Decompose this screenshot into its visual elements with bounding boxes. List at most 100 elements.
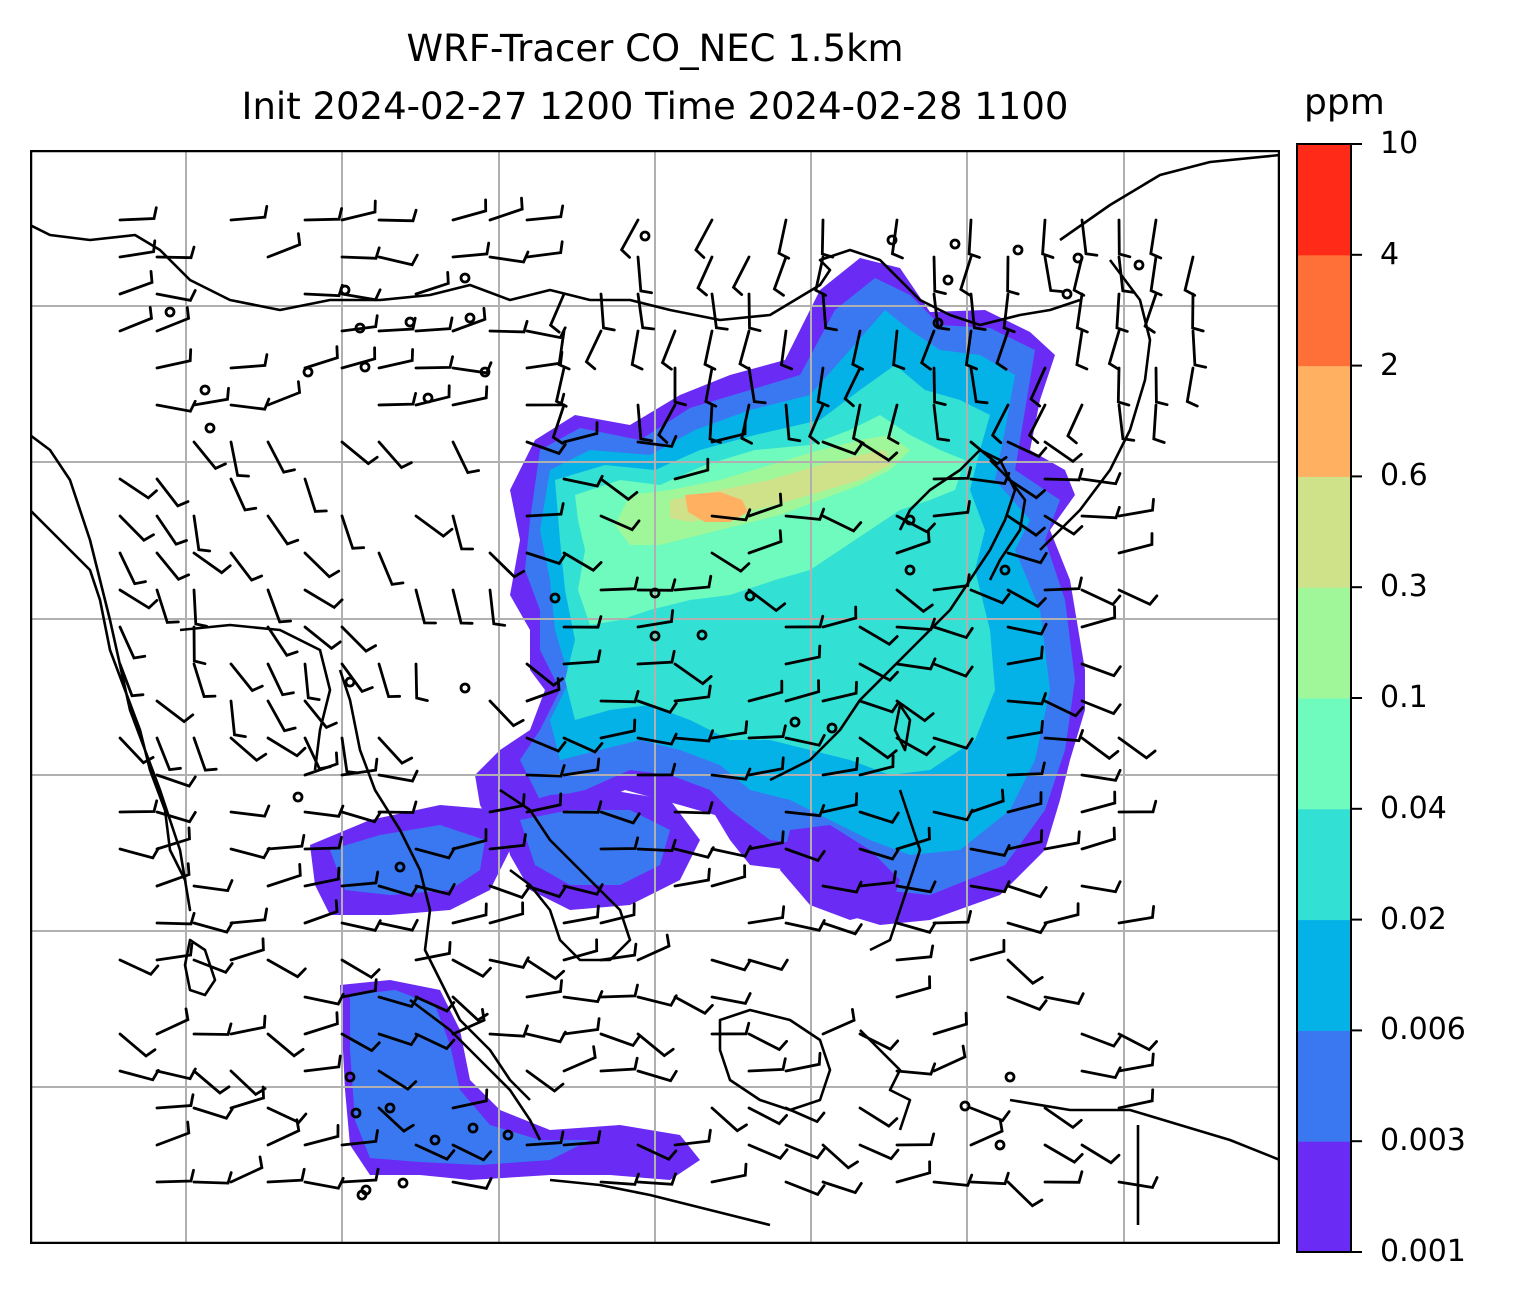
wind-barb — [229, 907, 269, 925]
wind-barb — [657, 403, 677, 444]
wind-barb — [807, 403, 825, 445]
wind-calm-marker — [649, 630, 661, 642]
wind-barb — [525, 792, 563, 814]
wind-barb — [488, 901, 525, 925]
wind-barb — [630, 329, 644, 371]
wind-barb — [155, 1120, 191, 1147]
wind-barb — [747, 366, 767, 405]
wind-barb — [155, 911, 196, 926]
wind-barb — [525, 958, 566, 981]
wind-barb — [636, 403, 653, 443]
colorbar-tick-label: 2 — [1380, 347, 1400, 383]
wind-barb — [636, 762, 677, 777]
wind-barb — [1080, 880, 1122, 894]
wind-barb — [784, 1051, 822, 1073]
wind-barb — [710, 1106, 748, 1133]
wind-barb — [1006, 995, 1048, 1012]
wind-barb — [821, 680, 858, 703]
wind-barb — [340, 1032, 381, 1053]
wind-barb — [895, 657, 937, 671]
wind-barb — [414, 384, 451, 407]
wind-barb — [964, 329, 978, 371]
wind-barb — [303, 1124, 340, 1147]
coast-india — [30, 433, 192, 912]
wind-barb — [932, 292, 951, 331]
wind-barb — [895, 944, 935, 962]
wind-barb — [1117, 1032, 1158, 1052]
wind-barb — [710, 292, 729, 331]
wind-barb — [488, 884, 530, 900]
wind-barb — [858, 870, 897, 888]
wind-barb — [694, 218, 714, 259]
wind-barb — [710, 551, 751, 573]
coast-bay-bengal — [179, 623, 332, 771]
wind-barb — [192, 958, 234, 974]
wind-barb — [488, 319, 529, 334]
wind-barb — [488, 1024, 529, 1038]
wind-barb — [1117, 218, 1132, 259]
wind-barb — [599, 942, 638, 962]
wind-barb — [1006, 588, 1047, 609]
wind-barb — [858, 625, 899, 646]
wind-barb — [488, 793, 526, 814]
wind-barb — [155, 588, 180, 624]
map-title-line1: WRF-Tracer CO_NEC 1.5km — [406, 27, 904, 70]
wind-barb — [599, 1056, 639, 1073]
wind-barb — [1006, 551, 1048, 565]
wind-barb — [340, 346, 377, 370]
wind-barb — [118, 625, 147, 660]
wind-barb — [451, 588, 474, 625]
wind-barb — [155, 1007, 190, 1036]
wind-barb — [118, 551, 147, 586]
wind-barb — [192, 514, 212, 553]
wind-barb — [414, 355, 454, 370]
wind-calm-marker — [1004, 1071, 1016, 1083]
wind-barb — [969, 1106, 1011, 1123]
wind-barb — [1075, 329, 1089, 371]
wind-calm-marker — [199, 384, 211, 396]
wind-calm-marker — [292, 791, 304, 803]
wind-barb — [710, 1162, 748, 1184]
map-plot-area — [30, 150, 1280, 1244]
wind-barb — [303, 283, 344, 298]
wind-barb — [969, 366, 989, 405]
wind-barb — [710, 864, 747, 888]
wind-barb — [784, 679, 821, 703]
wind-barb — [451, 828, 488, 851]
wind-barb — [895, 736, 936, 757]
wind-barb — [969, 938, 1006, 962]
wind-calm-marker — [394, 861, 406, 873]
wind-calm-marker — [886, 234, 898, 246]
wind-barb — [562, 551, 603, 572]
wind-barb — [377, 918, 419, 932]
wind-barb — [377, 800, 418, 814]
wind-barb — [229, 440, 250, 478]
wind-barb — [525, 440, 567, 456]
wind-barb — [747, 756, 785, 777]
colorbar-swatch-5 — [1297, 587, 1351, 699]
wind-barb — [738, 329, 751, 371]
wind-barb — [340, 1129, 379, 1147]
wind-barb — [636, 578, 677, 592]
wind-barb — [1191, 292, 1205, 333]
wind-barb — [969, 292, 987, 331]
wind-barb — [599, 689, 640, 704]
wind-calm-marker — [350, 1107, 362, 1119]
wind-barb — [895, 588, 934, 614]
wind-barb — [747, 588, 787, 613]
colorbar-swatches — [1297, 144, 1351, 1253]
wind-barb — [562, 938, 599, 962]
wind-barb — [229, 846, 271, 860]
coast-northeast — [1059, 153, 1280, 242]
wind-barb — [895, 617, 936, 631]
wind-barb — [731, 255, 751, 296]
wind-barb — [340, 288, 382, 302]
wind-barb — [932, 808, 974, 822]
wind-barb — [599, 1172, 640, 1186]
wind-barb — [229, 1085, 265, 1110]
wind-barb — [118, 662, 145, 698]
wind-barb — [932, 625, 974, 640]
wind-barb — [340, 314, 379, 333]
wind-barb — [1043, 992, 1085, 1006]
wind-barb — [1006, 514, 1046, 537]
